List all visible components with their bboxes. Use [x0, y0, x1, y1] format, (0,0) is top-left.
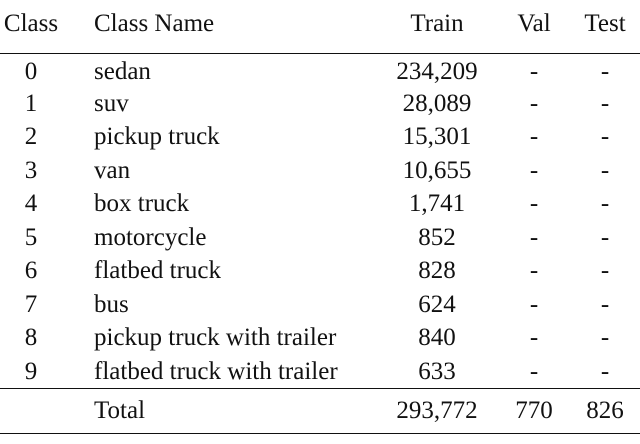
header-val: Val [517, 9, 551, 37]
table-row: 8 pickup truck with trailer 840 - - [0, 321, 640, 355]
table-row: 7 bus 624 - - [0, 288, 640, 322]
test-count-cell: - [600, 257, 610, 285]
val-count-cell: - [529, 324, 539, 352]
class-id-cell: 1 [24, 89, 38, 117]
test-count-cell: - [600, 324, 610, 352]
val-count-cell: - [529, 156, 539, 184]
val-count-cell: - [529, 223, 539, 251]
train-count-cell: 852 [418, 223, 456, 251]
train-count-cell: 10,655 [402, 156, 472, 184]
train-count-cell: 624 [418, 290, 456, 318]
val-count-cell: - [529, 89, 539, 117]
header-class-name: Class Name [94, 9, 215, 37]
total-label: Total [62, 387, 376, 433]
train-count-cell: 28,089 [402, 89, 472, 117]
total-val: 770 [498, 387, 570, 433]
test-count-cell: - [600, 190, 610, 218]
table-row: 9 flatbed truck with trailer 633 - - [0, 355, 640, 389]
val-count-cell: - [498, 52, 570, 87]
class-name-cell: sedan [62, 52, 376, 87]
class-name-cell: flatbed truck [94, 257, 222, 285]
class-id-cell: 3 [24, 156, 38, 184]
class-id-cell: 5 [24, 223, 38, 251]
train-count-cell: 840 [418, 324, 456, 352]
class-name-cell: van [94, 156, 131, 184]
train-count-cell: 633 [418, 357, 456, 385]
test-count-cell: - [600, 357, 610, 385]
table-footer: Total 293,772 770 826 [0, 387, 640, 433]
table-header: Class Class Name Train Val Test [0, 0, 640, 53]
class-id-cell: 2 [24, 123, 38, 151]
train-count-cell: 234,209 [376, 52, 498, 87]
test-count-cell: - [600, 123, 610, 151]
train-count-cell: 15,301 [402, 123, 472, 151]
val-count-cell: - [529, 290, 539, 318]
class-id-cell: 4 [24, 190, 38, 218]
header-class: Class [3, 9, 59, 37]
table-row: 6 flatbed truck 828 - - [0, 254, 640, 288]
class-id-cell: 6 [24, 257, 38, 285]
header-train: Train [410, 9, 464, 37]
class-id-cell: 7 [24, 290, 38, 318]
class-name-cell: flatbed truck with trailer [94, 357, 338, 385]
val-count-cell: - [529, 257, 539, 285]
table-body: 0 sedan 234,209- -1 suv 28,089- -2 pickup truck… [0, 52, 640, 389]
test-count-cell: - [600, 156, 610, 184]
class-distribution-table: Class Class Name Train Val Test 0 sedan 23… [0, 0, 640, 433]
val-count-cell: - [529, 190, 539, 218]
class-name-cell: motorcycle [94, 223, 207, 251]
table-row: 2 pickup truck 15,301 - - [0, 120, 640, 154]
train-count-cell: 828 [418, 257, 456, 285]
total-train: 293,772 [376, 387, 498, 433]
header-row: Class Class Name Train Val Test [0, 0, 640, 53]
class-name-cell: box truck [94, 190, 190, 218]
table-row: 1 suv 28,089 - - [0, 87, 640, 121]
val-count-cell: - [529, 357, 539, 385]
class-name-cell: suv [94, 89, 129, 117]
test-count-cell: - [600, 290, 610, 318]
total-row: Total 293,772 770 826 [0, 387, 640, 433]
train-count-cell: 1,741 [408, 190, 466, 218]
val-count-cell: - [529, 123, 539, 151]
total-test: 826 [570, 387, 640, 433]
class-id-cell: 9 [24, 357, 38, 385]
test-count-cell: - [600, 223, 610, 251]
test-count-cell: - [570, 52, 640, 87]
total-class-cell [0, 387, 62, 433]
class-name-cell: pickup truck with trailer [94, 324, 337, 352]
class-name-cell: pickup truck [94, 123, 220, 151]
table-row: 5 motorcycle 852 - - [0, 221, 640, 255]
header-test: Test [584, 9, 626, 37]
class-id-cell: 0 [0, 52, 62, 87]
class-name-cell: bus [94, 290, 129, 318]
table-row: 0 sedan 234,209- - [0, 52, 640, 87]
test-count-cell: - [600, 89, 610, 117]
table-row: 4 box truck 1,741 - - [0, 187, 640, 221]
table-row: 3 van 10,655 - - [0, 154, 640, 188]
class-id-cell: 8 [24, 324, 38, 352]
